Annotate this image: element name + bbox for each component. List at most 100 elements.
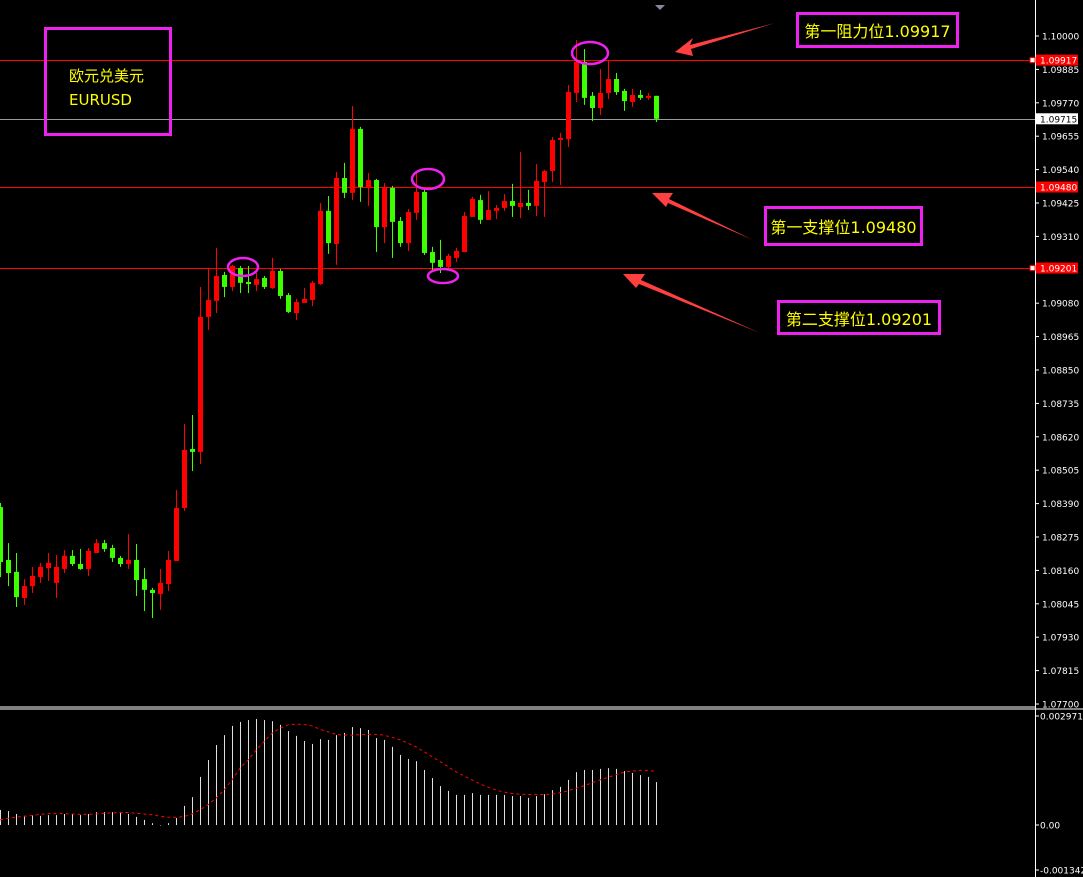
- axis-tick-label: 1.08850: [1042, 367, 1079, 377]
- candle-body: [638, 94, 643, 98]
- histogram-bar: [344, 732, 345, 825]
- histogram-bar: [392, 746, 393, 825]
- axis-tick-label: 1.08965: [1042, 333, 1079, 343]
- histogram-bar: [464, 794, 465, 825]
- support-1-text: 第一支撑位1.09480: [770, 218, 917, 237]
- histogram-bar: [640, 775, 641, 825]
- arrow-icon: [652, 193, 753, 240]
- histogram-bar: [552, 790, 553, 825]
- histogram-bar: [408, 758, 409, 825]
- candle-wick: [80, 548, 81, 570]
- price-tag: [1036, 113, 1078, 125]
- candle-body: [62, 555, 67, 569]
- histogram-bar: [544, 794, 545, 825]
- arrow-icon: [675, 23, 775, 56]
- candle-body: [126, 559, 131, 565]
- histogram-bar: [216, 745, 217, 825]
- candle: [86, 548, 91, 576]
- histogram-bar: [304, 740, 305, 825]
- histogram-bar: [168, 823, 169, 825]
- candle: [214, 248, 219, 314]
- candle-body: [22, 586, 27, 598]
- axis-tick-label: 1.07700: [1042, 701, 1079, 711]
- histogram-bar: [80, 815, 81, 825]
- histogram-bar: [128, 813, 129, 825]
- candle: [478, 194, 483, 224]
- axis-tick-label: 1.09540: [1042, 166, 1079, 176]
- histogram-bar: [264, 720, 265, 825]
- histogram-bar: [96, 812, 97, 825]
- candle-body: [342, 178, 347, 193]
- candle: [406, 209, 411, 251]
- candle: [462, 212, 467, 253]
- candle-body: [470, 198, 475, 217]
- candles: [0, 40, 659, 619]
- histogram-bar: [72, 813, 73, 825]
- price-tags: 1.09917 1.09715 1.09480 1.09201: [1036, 54, 1078, 275]
- candle-body: [38, 566, 43, 578]
- candle-wick: [440, 239, 441, 273]
- histogram-bar: [456, 794, 457, 825]
- candle-body: [334, 178, 339, 244]
- candle-body: [190, 448, 195, 452]
- level-handle: [1029, 57, 1036, 64]
- histogram-bar: [48, 815, 49, 825]
- candle: [502, 193, 507, 211]
- candle-body: [14, 571, 19, 598]
- candle: [630, 88, 635, 107]
- candle-body: [262, 277, 267, 287]
- candle-body: [446, 255, 451, 267]
- histogram-bar: [192, 797, 193, 825]
- histogram-bar: [232, 725, 233, 825]
- indicator-pane: 0.002971 0.00 -0.001342: [0, 713, 1083, 877]
- candle-body: [214, 275, 219, 301]
- candle: [238, 266, 243, 294]
- histogram-bar: [512, 796, 513, 825]
- candle-body: [294, 302, 299, 314]
- candle-body: [630, 94, 635, 102]
- candle-body: [510, 200, 515, 206]
- axis-tick-label: 1.08160: [1042, 567, 1079, 577]
- candle-body: [558, 137, 563, 140]
- highlight-ellipse: [570, 40, 610, 66]
- candle-wick: [528, 189, 529, 210]
- candle: [158, 568, 163, 610]
- histogram-bar: [528, 797, 529, 825]
- candle-body: [70, 555, 75, 565]
- candle-body: [486, 209, 491, 220]
- histogram-bar: [400, 754, 401, 825]
- axis-tick-label: 1.07815: [1042, 667, 1079, 677]
- candle: [486, 191, 491, 220]
- price-axis: 1.10000 1.09885 1.09770 1.09655 1.09540 1.094…: [1035, 33, 1079, 711]
- candle-body: [54, 566, 59, 583]
- histogram-bar: [160, 825, 161, 826]
- candle-body: [94, 543, 99, 553]
- axis-tick-label: 1.08735: [1042, 400, 1079, 410]
- candle: [446, 253, 451, 271]
- candle-wick: [392, 185, 393, 258]
- candle-wick: [208, 268, 209, 330]
- symbol-title-cn: 欧元兑美元: [69, 67, 145, 85]
- candle: [38, 562, 43, 583]
- histogram-bar: [32, 815, 33, 825]
- histogram-bar: [560, 786, 561, 825]
- candle: [254, 272, 259, 292]
- chart-shift-marker-icon[interactable]: [655, 5, 665, 10]
- candle-body: [286, 295, 291, 312]
- candle-body: [374, 180, 379, 228]
- candle: [454, 248, 459, 262]
- candle: [206, 268, 211, 330]
- histogram-bar: [616, 768, 617, 825]
- axis-tick-label: 1.08620: [1042, 433, 1079, 443]
- axis-tick-label: 1.09310: [1042, 233, 1079, 243]
- candle-body: [582, 61, 587, 98]
- resistance-1-label: 第一阻力位1.09917: [796, 12, 959, 48]
- histogram-bar: [336, 735, 337, 825]
- candle: [166, 550, 171, 592]
- histogram-bar: [176, 818, 177, 825]
- candle: [6, 543, 11, 587]
- axis-tick-label: 1.09425: [1042, 200, 1079, 210]
- candle: [278, 268, 283, 299]
- candle: [30, 566, 35, 594]
